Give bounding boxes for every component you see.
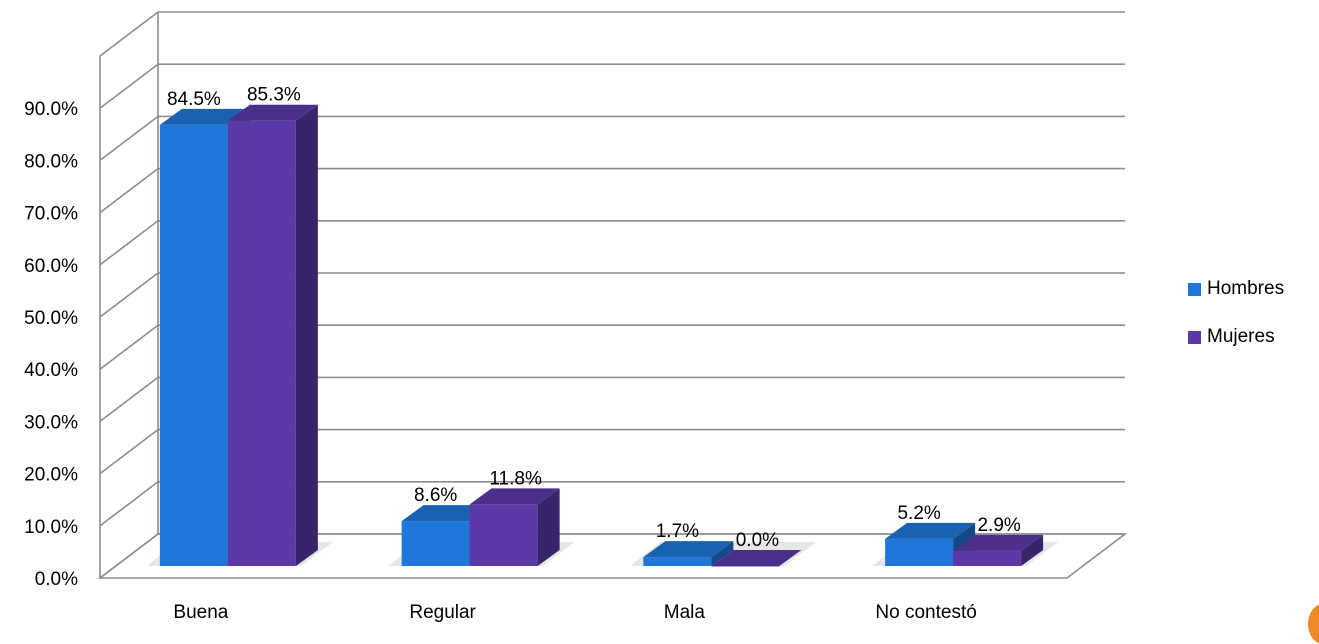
y-axis-ticks: 0.0% 10.0% 20.0% 30.0% 40.0% 50.0% 60.0% 70.0% 8… bbox=[24, 99, 78, 590]
x-category-label: Regular bbox=[409, 602, 476, 623]
y-tick-label: 70.0% bbox=[24, 204, 78, 225]
gridline-diagonal bbox=[99, 115, 159, 162]
gridline-diagonal bbox=[99, 11, 159, 57]
y-tick-label: 0.0% bbox=[35, 569, 78, 590]
bar-top bbox=[885, 522, 976, 539]
data-label: 8.6% bbox=[414, 485, 457, 506]
data-label: 1.7% bbox=[656, 521, 699, 542]
gridline-diagonal bbox=[99, 376, 159, 423]
bar-front bbox=[885, 538, 954, 566]
y-tick-label: 80.0% bbox=[24, 151, 78, 172]
bar-side bbox=[711, 541, 734, 566]
bar-side bbox=[537, 488, 560, 566]
gridline-diagonal bbox=[99, 63, 159, 109]
gridline-diagonal bbox=[99, 272, 159, 318]
bar-top bbox=[643, 541, 734, 558]
bar-top bbox=[469, 488, 560, 505]
bar-front bbox=[401, 521, 470, 566]
legend-swatch-mujeres bbox=[1188, 330, 1201, 344]
y-tick-label: 60.0% bbox=[24, 256, 78, 277]
legend-label-hombres: Hombres bbox=[1207, 278, 1285, 299]
bar-front bbox=[227, 120, 296, 566]
bar-front bbox=[953, 550, 1022, 566]
gridline-diagonal bbox=[99, 220, 159, 266]
y-tick-label: 30.0% bbox=[24, 412, 78, 433]
legend-label-mujeres: Mujeres bbox=[1207, 326, 1275, 347]
x-category-label: Buena bbox=[173, 602, 228, 623]
bar-side bbox=[295, 104, 318, 566]
data-label: 2.9% bbox=[977, 515, 1020, 536]
bar-front bbox=[643, 557, 712, 566]
gridline-diagonal bbox=[99, 428, 159, 475]
data-label: 0.0% bbox=[736, 530, 779, 551]
gridline-diagonal bbox=[99, 481, 159, 527]
y-tick-label: 20.0% bbox=[24, 465, 78, 486]
legend: Hombres Mujeres bbox=[1188, 276, 1284, 372]
bar-top bbox=[401, 505, 492, 522]
chart-floor bbox=[97, 533, 1128, 579]
bars bbox=[146, 104, 1059, 567]
x-category-label: Mala bbox=[664, 602, 706, 623]
legend-item-hombres: Hombres bbox=[1188, 276, 1284, 302]
gridline-diagonal bbox=[99, 167, 159, 214]
chart-walls bbox=[97, 11, 1128, 579]
data-label: 84.5% bbox=[167, 89, 221, 110]
data-label: 11.8% bbox=[489, 468, 542, 489]
gridline-diagonal bbox=[99, 324, 159, 370]
legend-item-mujeres: Mujeres bbox=[1188, 324, 1284, 350]
y-tick-label: 90.0% bbox=[24, 99, 78, 120]
bar-front bbox=[469, 504, 538, 566]
y-tick-label: 10.0% bbox=[24, 517, 78, 538]
x-axis-categories: Buena Regular Mala No contestó bbox=[173, 602, 976, 623]
legend-swatch-hombres bbox=[1188, 282, 1201, 296]
bar-chart: 0.0% 10.0% 20.0% 30.0% 40.0% 50.0% 60.0% 70.0% 8… bbox=[24, 11, 1128, 623]
bar-top bbox=[953, 534, 1044, 551]
bar-front bbox=[159, 124, 228, 566]
bar-side bbox=[1021, 534, 1044, 566]
bar-front bbox=[711, 566, 780, 567]
y-tick-label: 40.0% bbox=[24, 360, 78, 381]
x-category-label: No contestó bbox=[875, 602, 976, 623]
bar-top bbox=[159, 108, 250, 125]
data-labels: 84.5% 85.3% 8.6% 11.8% 1.7% 0.0% 5.2% 2.9% bbox=[167, 85, 1021, 551]
data-label: 85.3% bbox=[247, 85, 301, 106]
bar-top bbox=[227, 104, 318, 121]
data-label: 5.2% bbox=[897, 503, 940, 524]
y-tick-label: 50.0% bbox=[24, 308, 78, 329]
bar-top bbox=[711, 550, 802, 566]
